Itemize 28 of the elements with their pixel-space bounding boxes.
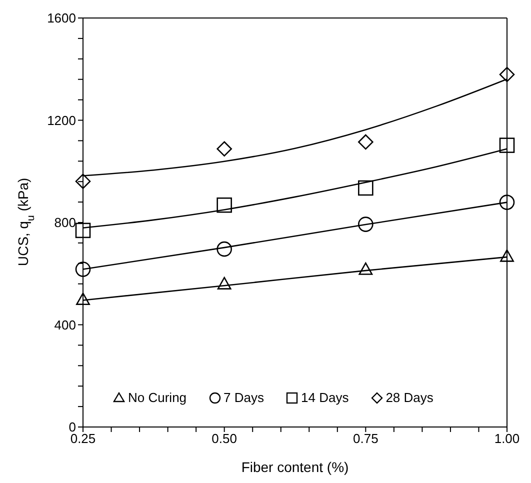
legend-label: 7 Days (224, 390, 264, 405)
point (358, 180, 374, 196)
point (358, 262, 373, 275)
x-tick-label: 0.75 (353, 431, 378, 446)
point (216, 141, 232, 157)
y-tick-label: 400 (54, 317, 76, 332)
point (216, 197, 232, 213)
x-axis-title: Fiber content (%) (241, 459, 349, 475)
point (499, 194, 515, 210)
point (358, 134, 374, 150)
point (358, 216, 374, 232)
y-tick-label: 800 (54, 215, 76, 230)
point (499, 66, 515, 82)
x-tick-label: 0.50 (212, 431, 237, 446)
legend-label: 28 Days (386, 390, 434, 405)
legend-label: No Curing (128, 390, 187, 405)
point (75, 262, 91, 277)
x-tick-label: 1.00 (494, 431, 520, 446)
point (76, 292, 90, 306)
y-tick-label: 1600 (47, 10, 76, 26)
point (75, 222, 91, 238)
point (216, 241, 232, 257)
legend-label: 14 Days (301, 390, 349, 405)
y-tick-label: 1200 (47, 112, 76, 128)
point (217, 276, 232, 290)
point (75, 174, 91, 189)
point (500, 249, 514, 262)
point (499, 138, 515, 153)
